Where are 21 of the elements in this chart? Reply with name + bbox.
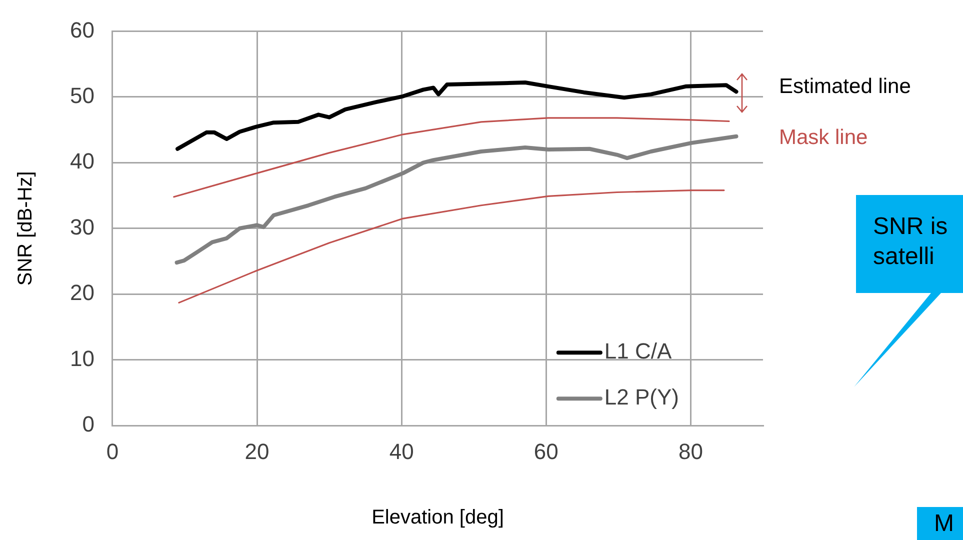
y-axis-title: SNR [dB-Hz] bbox=[14, 171, 37, 286]
x-tick-label: 20 bbox=[244, 438, 270, 464]
y-tick-label: 20 bbox=[70, 280, 94, 306]
y-tick-label: 30 bbox=[70, 214, 94, 240]
x-tick-label: 80 bbox=[678, 438, 703, 464]
text: Mask line bbox=[779, 126, 868, 150]
y-tick-label: 10 bbox=[70, 346, 94, 371]
text: SNR is bbox=[873, 212, 948, 242]
text: Estimated line bbox=[779, 75, 911, 99]
x-tick-label: 60 bbox=[534, 438, 558, 464]
y-tick-label: 0 bbox=[82, 412, 94, 437]
x-tick-label: 40 bbox=[389, 438, 414, 464]
y-tick-label: 60 bbox=[70, 17, 94, 42]
x-tick-label: 0 bbox=[106, 438, 119, 464]
legend-label: L2 P(Y) bbox=[604, 384, 680, 410]
x-axis-title: Elevation [deg] bbox=[372, 506, 504, 529]
y-tick-label: 50 bbox=[70, 82, 94, 108]
text: satelli bbox=[873, 242, 936, 272]
y-tick-label: 40 bbox=[70, 148, 94, 174]
text: M bbox=[934, 510, 954, 538]
legend-label: L1 C/A bbox=[604, 338, 672, 364]
